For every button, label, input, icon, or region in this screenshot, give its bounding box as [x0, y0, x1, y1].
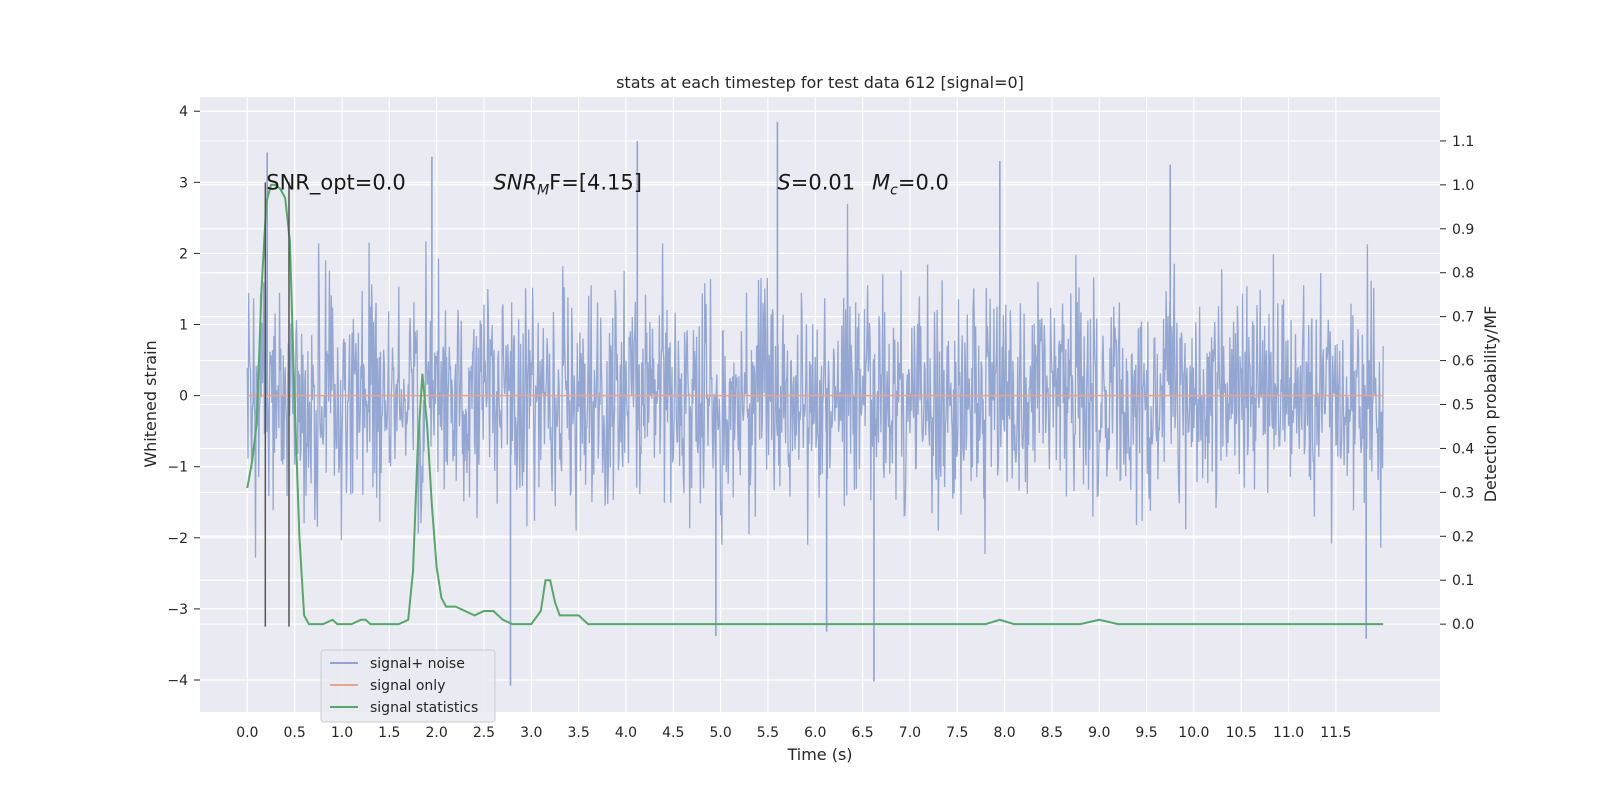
y-tick-label-left: 1 — [179, 318, 188, 334]
x-tick-label: 3.5 — [567, 725, 589, 741]
x-tick-label: 7.0 — [899, 725, 921, 741]
x-tick-label: 0.5 — [284, 725, 306, 741]
y-tick-label-left: −4 — [167, 673, 188, 689]
y-tick-label-right: 0.4 — [1452, 441, 1474, 457]
y-axis-label-right: Detection probability/MF — [1481, 306, 1500, 503]
x-tick-label: 1.0 — [331, 725, 353, 741]
y-tick-label-left: 4 — [179, 104, 188, 120]
x-tick-label: 7.5 — [946, 725, 968, 741]
series-signal-noise — [246, 203, 1384, 558]
x-tick-label: 4.5 — [662, 725, 684, 741]
legend-label-signal-only: signal only — [370, 678, 445, 694]
legend-label-signal-statistics: signal statistics — [370, 700, 478, 716]
y-tick-label-left: 3 — [179, 175, 188, 191]
annotation-text: Mc=0.0 — [872, 170, 949, 198]
y-tick-label-right: 0.3 — [1452, 485, 1474, 501]
x-tick-label: 0.0 — [236, 725, 258, 741]
y-tick-label-right: 0.6 — [1452, 354, 1474, 370]
x-axis-label: Time (s) — [786, 745, 852, 764]
x-tick-label: 6.0 — [804, 725, 826, 741]
x-tick-label: 8.5 — [1041, 725, 1063, 741]
y-tick-label-right: 0.2 — [1452, 529, 1474, 545]
y-tick-label-left: 0 — [179, 389, 188, 405]
x-tick-label: 1.5 — [378, 725, 400, 741]
y-tick-label-right: 0.5 — [1452, 398, 1474, 414]
y-tick-label-right: 0.1 — [1452, 573, 1474, 589]
x-tick-label: 4.0 — [615, 725, 637, 741]
noise-series — [246, 121, 1384, 686]
legend-label-signal-noise: signal+ noise — [370, 656, 465, 672]
y-tick-label-right: 1.1 — [1452, 134, 1474, 150]
x-tick-label: 3.0 — [520, 725, 542, 741]
y-tick-label-left: −1 — [167, 460, 188, 476]
annotations: SNR_opt=0.0 SNRMF=[4.15] S=0.01 Mc=0.0 — [266, 170, 949, 198]
x-tick-label: 9.0 — [1088, 725, 1110, 741]
x-tick-label: 10.0 — [1178, 725, 1209, 741]
axis-ticks: 0.0 0.5 1.0 1.5 2.0 2.5 3.0 3.5 4.0 4.5 5.0 5.5 6.0 6… — [167, 104, 1474, 741]
series-signal-statistics — [246, 183, 1384, 626]
y-tick-label-right: 0.7 — [1452, 310, 1474, 326]
x-tick-label: 9.5 — [1135, 725, 1157, 741]
y-tick-label-left: 2 — [179, 246, 188, 262]
chart-title: stats at each timestep for test data 612… — [616, 73, 1024, 92]
x-tick-label: 11.5 — [1320, 725, 1351, 741]
annotation-text: SNRMF=[4.15] — [493, 170, 642, 198]
x-tick-label: 11.0 — [1273, 725, 1304, 741]
x-tick-label: 10.5 — [1226, 725, 1257, 741]
y-tick-label-right: 0.8 — [1452, 266, 1474, 282]
x-tick-label: 2.5 — [473, 725, 495, 741]
legend-box — [320, 649, 496, 723]
x-tick-label: 5.5 — [757, 725, 779, 741]
y-tick-label-right: 0.0 — [1452, 617, 1474, 633]
x-tick-label: 8.0 — [993, 725, 1015, 741]
annotation-text: S=0.01 — [777, 170, 855, 194]
y-tick-label-right: 0.9 — [1452, 222, 1474, 238]
y-tick-label-left: −2 — [167, 531, 188, 547]
annotation-text: SNR_opt=0.0 — [266, 170, 406, 195]
line-series — [246, 183, 1384, 626]
x-tick-label: 6.5 — [851, 725, 873, 741]
vertical-markers — [264, 182, 290, 627]
y-axis-label-left: Whitened strain — [141, 340, 160, 467]
x-tick-label: 5.0 — [709, 725, 731, 741]
x-tick-label: 2.0 — [426, 725, 448, 741]
y-tick-label-right: 1.0 — [1452, 178, 1474, 194]
legend: signal+ noise signal only signal statist… — [320, 649, 496, 723]
y-tick-label-left: −3 — [167, 602, 188, 618]
